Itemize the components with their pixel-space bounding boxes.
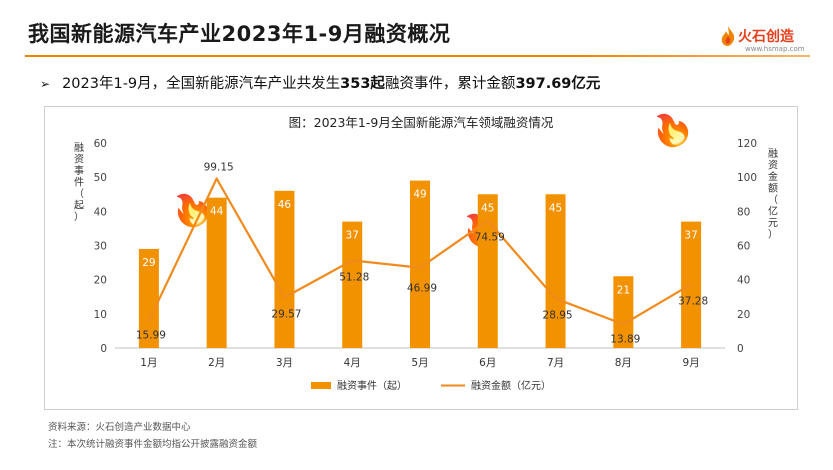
line-point bbox=[147, 319, 151, 322]
y-left-axis-title-char: 资 bbox=[74, 154, 84, 166]
y-right-axis-title-char: 金 bbox=[768, 170, 778, 183]
line-point bbox=[554, 297, 557, 300]
line-point bbox=[215, 177, 218, 180]
bar bbox=[206, 197, 227, 348]
bar-value-label: 29 bbox=[142, 257, 155, 269]
line-point bbox=[486, 219, 489, 222]
line-value-label: 29.57 bbox=[271, 308, 301, 320]
bar-value-label: 45 bbox=[481, 202, 494, 214]
line-value-label: 28.95 bbox=[543, 310, 573, 322]
y-left-axis-title-char: 件 bbox=[74, 177, 84, 189]
line-value-label: 46.99 bbox=[407, 283, 437, 295]
y-left-tick-label: 10 bbox=[94, 309, 107, 321]
bar-value-label: 37 bbox=[684, 230, 697, 242]
summary-middle: 融资事件，累计金额 bbox=[384, 76, 516, 92]
line-value-label: 37.28 bbox=[678, 295, 708, 307]
page-title: 我国新能源汽车产业2023年1-9月融资概况 bbox=[28, 22, 451, 46]
logo-url: www.hsmap.com bbox=[745, 45, 805, 53]
y-right-tick-label: 80 bbox=[737, 206, 750, 218]
line-value-label: 51.28 bbox=[339, 271, 369, 283]
y-right-axis-title-char: 额 bbox=[768, 182, 778, 195]
legend-bar-swatch bbox=[311, 382, 331, 389]
y-right-tick-label: 40 bbox=[737, 275, 750, 287]
y-left-axis-title-char: （ bbox=[74, 188, 84, 200]
x-tick-label: 4月 bbox=[344, 357, 361, 369]
footnote-source: 资料来源：火石创造产业数据中心 bbox=[48, 422, 191, 433]
y-left-tick-label: 30 bbox=[94, 241, 107, 253]
bar-value-label: 21 bbox=[617, 284, 630, 296]
bar bbox=[613, 276, 634, 348]
bar-value-label: 45 bbox=[549, 202, 562, 214]
x-tick-label: 8月 bbox=[615, 357, 632, 369]
legend-bar-label: 融资事件（起） bbox=[337, 379, 407, 392]
title-divider bbox=[25, 55, 810, 57]
y-left-axis-title-char: 融 bbox=[74, 142, 84, 154]
bar bbox=[410, 180, 430, 348]
x-tick-label: 7月 bbox=[547, 357, 564, 369]
line-value-label: 13.89 bbox=[610, 333, 640, 345]
flame-icon bbox=[721, 26, 735, 46]
y-left-tick-label: 40 bbox=[94, 206, 107, 218]
summary-amount: 397.69亿元 bbox=[515, 76, 601, 92]
summary-events: 353起 bbox=[340, 76, 385, 92]
y-right-axis-title-char: 亿 bbox=[768, 205, 778, 218]
y-left-axis-title: 融资事件（起） bbox=[74, 142, 84, 223]
y-left-axis-title-char: 事 bbox=[74, 164, 84, 177]
line-value-label: 15.99 bbox=[136, 330, 166, 342]
x-tick-label: 9月 bbox=[683, 357, 700, 369]
y-left-axis-title-char: 起 bbox=[74, 200, 84, 212]
x-tick-label: 2月 bbox=[208, 357, 225, 369]
y-right-tick-label: 120 bbox=[737, 138, 757, 150]
y-left-tick-label: 20 bbox=[94, 275, 107, 287]
line-value-label: 74.59 bbox=[475, 232, 505, 244]
line-point bbox=[283, 296, 286, 299]
x-tick-label: 1月 bbox=[140, 357, 157, 369]
bullet-arrow-icon: ➢ bbox=[40, 77, 51, 91]
bar bbox=[545, 194, 566, 348]
y-left-axis-title-char: ） bbox=[74, 211, 84, 223]
y-right-tick-label: 100 bbox=[737, 172, 757, 184]
line-value-label: 99.15 bbox=[204, 162, 234, 174]
y-right-axis-title-char: ） bbox=[768, 229, 778, 241]
bar bbox=[138, 248, 159, 348]
y-right-axis-title-char: 元 bbox=[768, 218, 778, 229]
y-right-tick-label: 20 bbox=[737, 309, 750, 321]
financing-chart: 图：2023年1-9月全国新能源汽车领域融资情况 0 10 20 30 40 50 60 0 20… bbox=[74, 115, 778, 392]
y-right-tick-label: 60 bbox=[737, 241, 750, 253]
line-point bbox=[622, 323, 625, 326]
y-right-axis-title: 融资金额（亿元） bbox=[768, 148, 778, 241]
logo-text: 火石创造 bbox=[738, 29, 794, 45]
line-point bbox=[689, 283, 693, 286]
y-right-axis-title-char: （ bbox=[768, 194, 778, 206]
footnote-note: 注：本次统计融资事件金额均指公开披露融资金额 bbox=[48, 439, 258, 450]
x-tick-label: 5月 bbox=[411, 357, 428, 369]
bar-value-label: 44 bbox=[210, 206, 224, 218]
x-tick-label: 6月 bbox=[479, 357, 496, 369]
bar bbox=[274, 190, 295, 348]
chart-panel: 图：2023年1-9月全国新能源汽车领域融资情况 0 10 20 30 40 50 60 0 20… bbox=[44, 106, 798, 410]
y-left-tick-label: 60 bbox=[94, 138, 107, 150]
y-left-tick-label: 50 bbox=[94, 172, 107, 184]
y-right-axis-title-char: 融 bbox=[768, 148, 778, 160]
bar-value-label: 49 bbox=[413, 189, 426, 201]
bar-value-label: 46 bbox=[278, 199, 292, 211]
line-point bbox=[351, 259, 354, 262]
y-right-axis-title-char: 资 bbox=[768, 160, 778, 172]
y-right-tick-label: 0 bbox=[737, 343, 744, 355]
brand-logo: 火石创造 bbox=[720, 26, 794, 46]
bar bbox=[342, 221, 363, 348]
line-point bbox=[418, 266, 422, 269]
summary-prefix: 2023年1-9月，全国新能源汽车产业共发生 bbox=[62, 76, 341, 92]
chart-title: 图：2023年1-9月全国新能源汽车领域融资情况 bbox=[289, 115, 554, 130]
x-tick-label: 3月 bbox=[276, 357, 293, 369]
y-left-tick-label: 0 bbox=[100, 343, 107, 355]
bar bbox=[477, 194, 498, 348]
summary-line: ➢ 2023年1-9月，全国新能源汽车产业共发生353起融资事件，累计金额397.… bbox=[40, 72, 600, 93]
bar-value-label: 37 bbox=[346, 230, 359, 242]
legend-line-label: 融资金额（亿元） bbox=[471, 379, 551, 392]
